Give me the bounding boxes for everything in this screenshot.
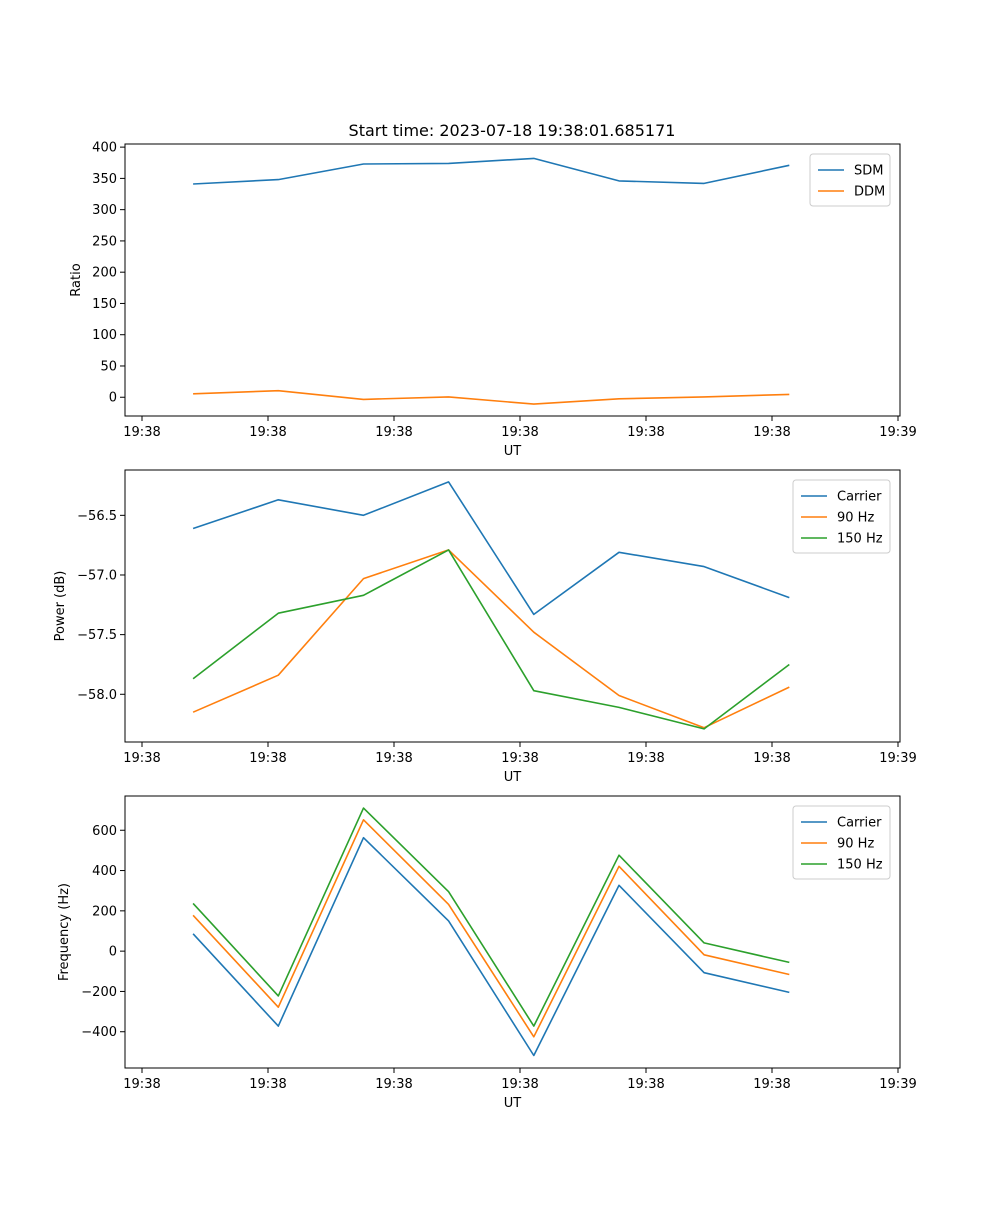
ratio-x-tick-label: 19:38 [627,425,664,440]
ratio-y-tick-label: 150 [92,297,117,312]
ratio-x-axis-label: UT [504,444,522,459]
ratio-legend-box [809,153,891,207]
power-x-tick-label: 19:38 [627,751,664,766]
power-series-150-hz [192,549,790,730]
ratio-y-tick-label: 350 [92,172,117,187]
ratio-legend-label-sdm: SDM [854,164,883,179]
frequency-plot: 19:38 19:38 19:38 19:38 19:38 19:38 19:39 −400 −… [57,795,917,1111]
power-legend: Carrier 90 Hz 150 Hz [792,479,891,554]
ratio-y-tick-label: 50 [100,359,117,374]
frequency-y-tick-label: −400 [81,1025,117,1040]
frequency-y-tick-label: 400 [92,864,117,879]
ratio-y-tick-label: 200 [92,266,117,281]
ratio-x-tick-label: 19:38 [249,425,286,440]
power-legend-label-90-hz: 90 Hz [837,511,874,526]
ratio-x-tick-label: 19:38 [753,425,790,440]
frequency-x-tick-label: 19:38 [627,1077,664,1092]
frequency-legend-label-150-hz: 150 Hz [837,858,883,873]
figure-title: Start time: 2023-07-18 19:38:01.685171 [349,121,676,140]
frequency-x-tick-label: 19:38 [123,1077,160,1092]
power-x-tick-label: 19:38 [753,751,790,766]
power-axes-frame [124,469,901,743]
power-x-tick-label: 19:38 [375,751,412,766]
power-legend-label-150-hz: 150 Hz [837,532,883,547]
power-x-tick-label: 19:38 [249,751,286,766]
ratio-y-tick-label: 250 [92,234,117,249]
frequency-x-tick-label: 19:38 [501,1077,538,1092]
ratio-legend-label-ddm: DDM [854,185,885,200]
frequency-y-tick-label: 0 [109,945,117,960]
power-y-tick-label: −58.0 [77,688,117,703]
ratio-y-tick-label: 300 [92,203,117,218]
power-plot: 19:38 19:38 19:38 19:38 19:38 19:38 19:39 −58.0… [53,469,917,785]
frequency-x-tick-label: 19:39 [879,1077,916,1092]
ratio-series-sdm [193,157,790,185]
power-x-tick-label: 19:38 [501,751,538,766]
ratio-x-tick-label: 19:38 [501,425,538,440]
frequency-y-tick-label: −200 [81,985,117,1000]
ratio-series-ddm [193,389,790,405]
frequency-series-90-hz [192,818,790,1038]
frequency-x-tick-label: 19:38 [375,1077,412,1092]
frequency-legend: Carrier 90 Hz 150 Hz [792,805,891,880]
frequency-x-tick-label: 19:38 [249,1077,286,1092]
frequency-x-tick-label: 19:38 [753,1077,790,1092]
frequency-y-tick-label: 600 [92,824,117,839]
ratio-x-tick-label: 19:38 [123,425,160,440]
frequency-x-axis-label: UT [504,1096,522,1111]
ratio-y-axis-label: Ratio [69,263,84,296]
ratio-axes-frame [124,143,901,417]
ratio-y-tick-label: 100 [92,328,117,343]
ratio-x-tick-label: 19:39 [879,425,916,440]
power-y-tick-label: −57.5 [77,628,117,643]
ratio-plot: 19:38 19:38 19:38 19:38 19:38 19:38 19:39 0 50 10… [69,141,917,459]
ratio-legend: SDM DDM [809,153,891,207]
power-y-tick-label: −56.5 [77,509,117,524]
power-x-tick-label: 19:38 [123,751,160,766]
frequency-series-150-hz [192,807,790,1027]
frequency-legend-label-carrier: Carrier [837,816,882,831]
frequency-y-tick-label: 200 [92,904,117,919]
frequency-axes-frame [124,795,901,1069]
power-legend-box [792,479,891,554]
ratio-x-tick-label: 19:38 [375,425,412,440]
power-y-tick-label: −57.0 [77,568,117,583]
frequency-series-carrier [192,836,790,1057]
ratio-y-tick-label: 400 [92,141,117,156]
power-series-90-hz [192,549,790,729]
power-x-axis-label: UT [504,770,522,785]
frequency-y-axis-label: Frequency (Hz) [57,883,72,981]
power-y-axis-label: Power (dB) [53,571,68,642]
ratio-y-tick-label: 0 [109,391,117,406]
power-x-tick-label: 19:39 [879,751,916,766]
frequency-legend-label-90-hz: 90 Hz [837,837,874,852]
frequency-legend-box [792,805,891,880]
power-legend-label-carrier: Carrier [837,490,882,505]
power-series-carrier [192,481,790,616]
